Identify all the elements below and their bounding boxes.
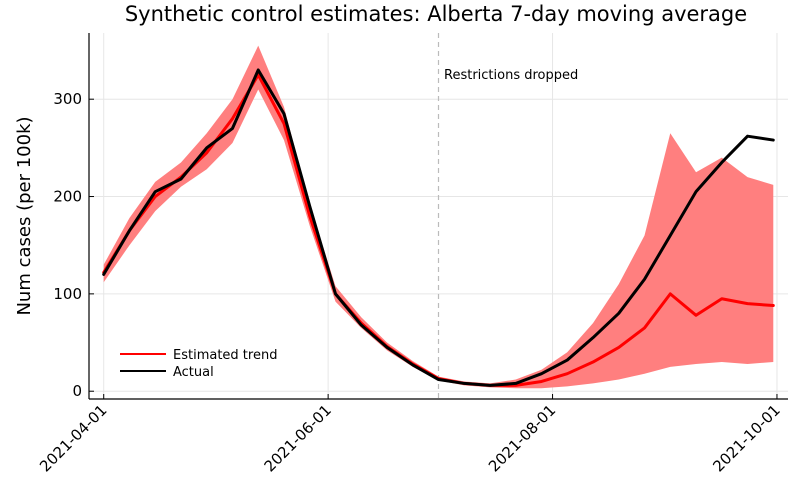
- confidence-band-layer: [103, 45, 774, 389]
- y-tick-label-2: 200: [53, 188, 82, 206]
- estimated-trend-band: [103, 45, 774, 389]
- vline-annotation: Restrictions dropped: [444, 68, 578, 83]
- axes: [88, 33, 788, 400]
- series-layer: [102, 68, 775, 387]
- x-tick-label-2: 2021-08-01: [485, 401, 559, 475]
- legend-label-actual: Actual: [173, 365, 214, 380]
- series-line-actual: [102, 68, 775, 387]
- x-tick-label-3: 2021-10-01: [709, 401, 783, 475]
- x-tick-label-1: 2021-06-01: [261, 401, 335, 475]
- legend-label-estimated: Estimated trend: [173, 348, 277, 363]
- legend: Estimated trend Actual: [120, 348, 277, 380]
- y-axis-label: Num cases (per 100k): [14, 116, 35, 315]
- y-tick-label-1: 100: [53, 285, 82, 303]
- y-tick-label-0: 0: [72, 382, 82, 400]
- chart-title: Synthetic control estimates: Alberta 7-d…: [125, 2, 747, 26]
- x-tick-label-0: 2021-04-01: [36, 401, 110, 475]
- y-tick-label-3: 300: [53, 90, 82, 108]
